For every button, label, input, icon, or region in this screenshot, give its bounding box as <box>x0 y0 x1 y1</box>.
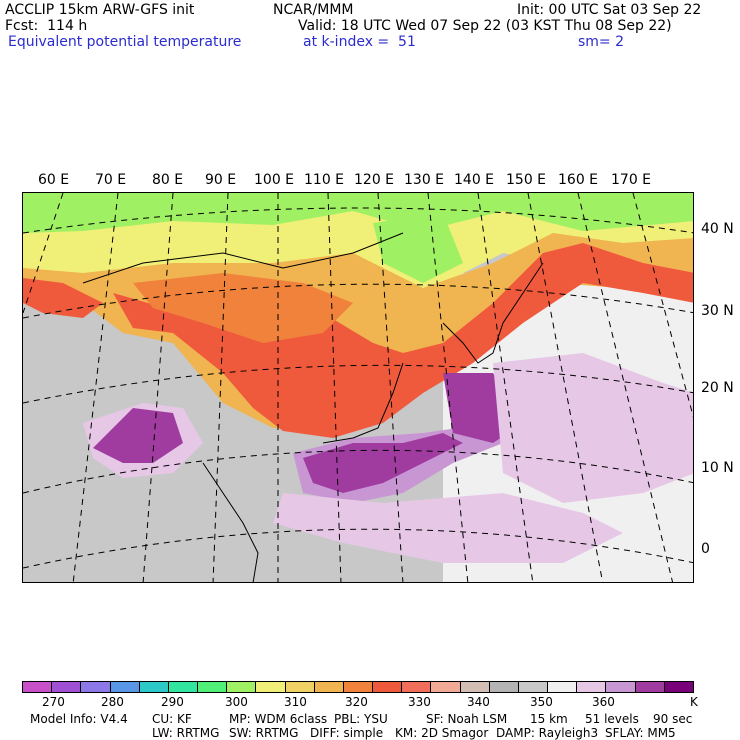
map-panel <box>22 192 694 583</box>
lon-label: 70 E <box>95 172 127 188</box>
colorbar-swatch <box>489 682 519 692</box>
footer-timestep: 90 sec <box>653 712 693 726</box>
colorbar-swatch <box>460 682 490 692</box>
lat-label: 30 N <box>701 303 734 319</box>
colorbar-tick-label: 310 <box>284 695 307 709</box>
lon-label: 100 E <box>254 172 295 188</box>
colorbar-unit: K <box>690 695 698 709</box>
colorbar-swatch <box>314 682 344 692</box>
theta-e-field <box>23 193 693 582</box>
model-title: ACCLIP 15km ARW-GFS init <box>5 2 195 18</box>
lon-label: 90 E <box>205 172 237 188</box>
colorbar-swatch <box>664 682 693 692</box>
colorbar-swatch <box>402 682 432 692</box>
footer-sflay: SFLAY: MM5 <box>605 726 676 740</box>
colorbar-tick-label: 350 <box>530 695 553 709</box>
lon-label: 130 E <box>404 172 445 188</box>
colorbar-tick-label: 340 <box>467 695 490 709</box>
lon-label: 160 E <box>558 172 599 188</box>
footer-mp: MP: WDM 6class <box>229 712 328 726</box>
lon-label: 170 E <box>611 172 652 188</box>
footer-diff: DIFF: simple <box>310 726 384 740</box>
colorbar-swatch <box>198 682 228 692</box>
colorbar-tick-label: 330 <box>408 695 431 709</box>
footer-damp: DAMP: Rayleigh3 <box>496 726 599 740</box>
lat-label: 20 N <box>701 380 734 396</box>
colorbar-swatch <box>373 682 403 692</box>
colorbar-tick-label: 360 <box>592 695 615 709</box>
colorbar-swatch <box>577 682 607 692</box>
footer-cu: CU: KF <box>152 712 192 726</box>
colorbar-swatch <box>110 682 140 692</box>
colorbar-tick-label: 270 <box>42 695 65 709</box>
lat-label: 0 <box>701 541 710 557</box>
level-label: at k-index = 51 <box>303 34 416 50</box>
colorbar-tick-label: 290 <box>161 695 184 709</box>
footer-sf: SF: Noah LSM <box>426 712 508 726</box>
colorbar-swatch <box>431 682 461 692</box>
footer-km: KM: 2D Smagor <box>395 726 489 740</box>
lon-label: 150 E <box>506 172 547 188</box>
footer-lw: LW: RRTMG <box>152 726 220 740</box>
lat-label: 40 N <box>701 221 734 237</box>
colorbar-swatch <box>168 682 199 692</box>
lon-label: 60 E <box>38 172 70 188</box>
footer-pbl: PBL: YSU <box>334 712 388 726</box>
colorbar-swatch <box>548 682 578 692</box>
colorbar-tick-label: 280 <box>101 695 124 709</box>
colorbar-tick-label: 300 <box>225 695 248 709</box>
field-name: Equivalent potential temperature <box>8 34 242 50</box>
colorbar-swatch <box>227 682 257 692</box>
lon-label: 110 E <box>304 172 345 188</box>
colorbar-swatch <box>81 682 111 692</box>
footer-model-info: Model Info: V4.4 <box>30 712 128 726</box>
colorbar-swatch <box>518 682 549 692</box>
colorbar-swatch <box>343 682 374 692</box>
lon-label: 120 E <box>354 172 395 188</box>
colorbar-tick-label: 320 <box>345 695 368 709</box>
smoothing-label: sm= 2 <box>578 34 625 50</box>
lon-label: 140 E <box>454 172 495 188</box>
forecast-hour: Fcst: 114 h <box>5 18 88 34</box>
center-label: NCAR/MMM <box>273 2 354 18</box>
colorbar-swatch <box>139 682 169 692</box>
colorbar-swatch <box>635 682 665 692</box>
colorbar-swatch <box>23 682 53 692</box>
lon-label: 80 E <box>152 172 184 188</box>
valid-time: Valid: 18 UTC Wed 07 Sep 22 (03 KST Thu … <box>298 18 672 34</box>
colorbar <box>22 681 694 693</box>
footer-levels: 51 levels <box>585 712 639 726</box>
colorbar-swatch <box>285 682 315 692</box>
init-time: Init: 00 UTC Sat 03 Sep 22 <box>517 2 702 18</box>
colorbar-swatch <box>52 682 82 692</box>
footer-sw: SW: RRTMG <box>229 726 299 740</box>
colorbar-swatch <box>256 682 286 692</box>
lat-label: 10 N <box>701 460 734 476</box>
footer-resolution: 15 km <box>530 712 568 726</box>
colorbar-swatch <box>606 682 636 692</box>
